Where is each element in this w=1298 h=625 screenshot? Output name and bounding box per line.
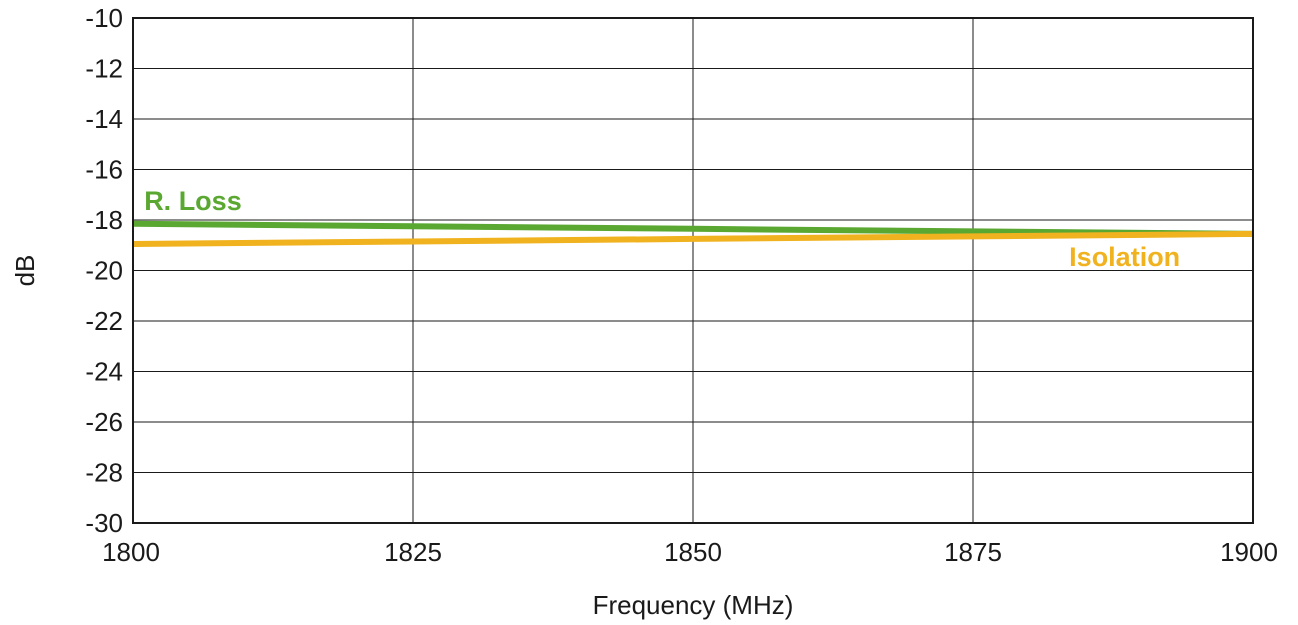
x-axis-title: Frequency (MHz) xyxy=(593,590,794,620)
y-tick-label: -12 xyxy=(85,54,123,84)
series-labels: R. Loss Isolation xyxy=(144,186,1180,272)
y-tick-label: -10 xyxy=(85,3,123,33)
y-tick-label: -20 xyxy=(85,256,123,286)
plot-frame xyxy=(132,17,1254,524)
grid xyxy=(133,18,1253,523)
y-tick-label: -18 xyxy=(85,205,123,235)
x-tick-label: 1825 xyxy=(384,537,442,567)
x-tick-label: 1800 xyxy=(102,537,160,567)
series-label-isolation: Isolation xyxy=(1069,242,1180,272)
y-tick-label: -14 xyxy=(85,104,123,134)
y-tick-label: -28 xyxy=(85,458,123,488)
y-tick-label: -16 xyxy=(85,155,123,185)
series-label-r-loss: R. Loss xyxy=(144,186,242,216)
series-line-r-loss xyxy=(132,220,1254,237)
y-tick-label: -24 xyxy=(85,357,123,387)
x-tick-label: 1875 xyxy=(944,537,1002,567)
series-line-isolation xyxy=(132,230,1254,247)
x-tick-label: 1900 xyxy=(1220,537,1278,567)
y-tick-label: -26 xyxy=(85,407,123,437)
x-tick-label: 1850 xyxy=(664,537,722,567)
series-lines xyxy=(132,220,1254,247)
y-tick-label: -22 xyxy=(85,306,123,336)
y-tick-label: -30 xyxy=(85,508,123,538)
y-axis-title: dB xyxy=(10,255,40,287)
